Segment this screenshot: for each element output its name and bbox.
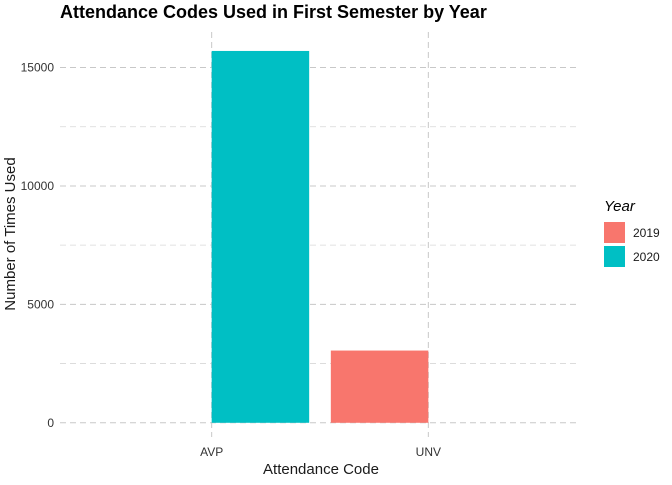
tick-labels: 0 5000 10000 15000 AVP UNV xyxy=(21,61,441,459)
legend-title: Year xyxy=(604,198,636,215)
bars xyxy=(211,50,429,423)
legend-items: 2019 2020 xyxy=(604,222,660,267)
y-tick-label: 15000 xyxy=(21,61,55,75)
y-tick-label: 0 xyxy=(47,416,54,430)
y-axis-title: Number of Times Used xyxy=(2,157,19,310)
x-tick-label: AVP xyxy=(200,445,223,459)
grid xyxy=(60,32,580,437)
legend-label-2019: 2019 xyxy=(633,226,660,240)
y-tick-label: 5000 xyxy=(27,297,54,311)
bar-unv-2019 xyxy=(330,350,429,423)
x-tick-label: UNV xyxy=(416,445,441,459)
y-tick-label: 10000 xyxy=(21,179,55,193)
x-axis-title: Attendance Code xyxy=(263,461,379,478)
legend-swatch-2019 xyxy=(604,222,625,243)
legend: Year 2019 2020 xyxy=(604,198,660,267)
chart-title: Attendance Codes Used in First Semester … xyxy=(60,2,487,22)
legend-label-2020: 2020 xyxy=(633,250,660,264)
legend-swatch-2020 xyxy=(604,246,625,267)
bar-avp-2020 xyxy=(211,50,310,423)
